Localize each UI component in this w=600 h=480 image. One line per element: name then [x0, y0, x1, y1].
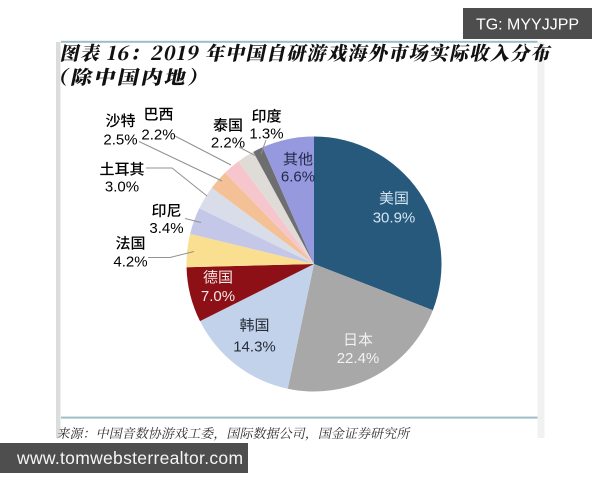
svg-text:7.0%: 7.0% [201, 288, 235, 305]
svg-text:2.5%: 2.5% [103, 132, 137, 149]
svg-text:22.4%: 22.4% [337, 350, 380, 367]
svg-text:1.3%: 1.3% [249, 126, 283, 143]
svg-text:6.6%: 6.6% [281, 169, 315, 186]
svg-text:2.2%: 2.2% [211, 135, 245, 152]
svg-text:4.2%: 4.2% [113, 254, 147, 271]
svg-text:2.2%: 2.2% [141, 127, 175, 144]
svg-text:3.0%: 3.0% [105, 179, 139, 196]
svg-text:30.9%: 30.9% [373, 210, 416, 227]
svg-text:3.4%: 3.4% [149, 220, 183, 237]
svg-text:www.tomwebsterrealtor.com: www.tomwebsterrealtor.com [16, 448, 243, 468]
svg-text:14.3%: 14.3% [233, 339, 276, 356]
svg-text:TG: MYYJJPP: TG: MYYJJPP [476, 17, 579, 34]
